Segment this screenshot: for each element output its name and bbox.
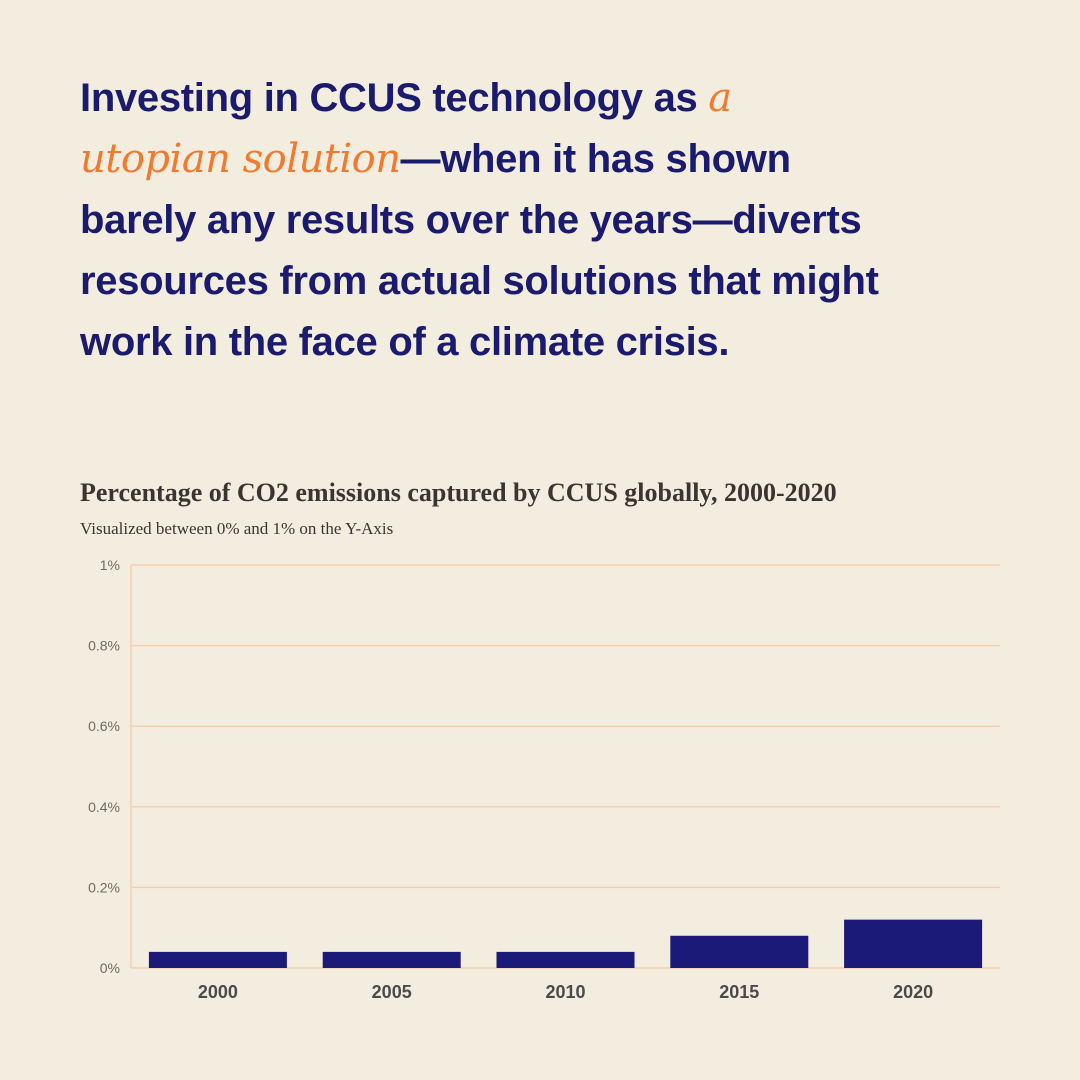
bar [844, 919, 983, 968]
x-category-label: 2015 [719, 982, 759, 1002]
y-tick-label: 1% [100, 557, 120, 573]
headline: Investing in CCUS technology as a utopia… [80, 68, 880, 373]
chart-subtitle: Visualized between 0% and 1% on the Y-Ax… [80, 519, 394, 538]
x-category-label: 2010 [545, 982, 585, 1002]
bar [496, 951, 635, 968]
x-category-label: 2000 [198, 982, 238, 1002]
headline-accent: a utopian solution [80, 75, 732, 182]
x-category-label: 2020 [893, 982, 933, 1002]
x-category-label: 2005 [372, 982, 412, 1002]
y-tick-label: 0.4% [88, 799, 120, 815]
y-tick-label: 0.8% [88, 638, 120, 654]
chart-title: Percentage of CO2 emissions captured by … [80, 478, 837, 507]
y-tick-label: 0.6% [88, 718, 120, 734]
headline-text-end: —when it has shown barely any results ov… [80, 137, 879, 364]
y-tick-label: 0% [100, 960, 120, 976]
bar [322, 951, 461, 968]
headline-text-start: Investing in CCUS technology as [80, 76, 709, 120]
y-tick-label: 0.2% [88, 879, 120, 895]
bar [670, 935, 809, 968]
bar [148, 951, 287, 968]
